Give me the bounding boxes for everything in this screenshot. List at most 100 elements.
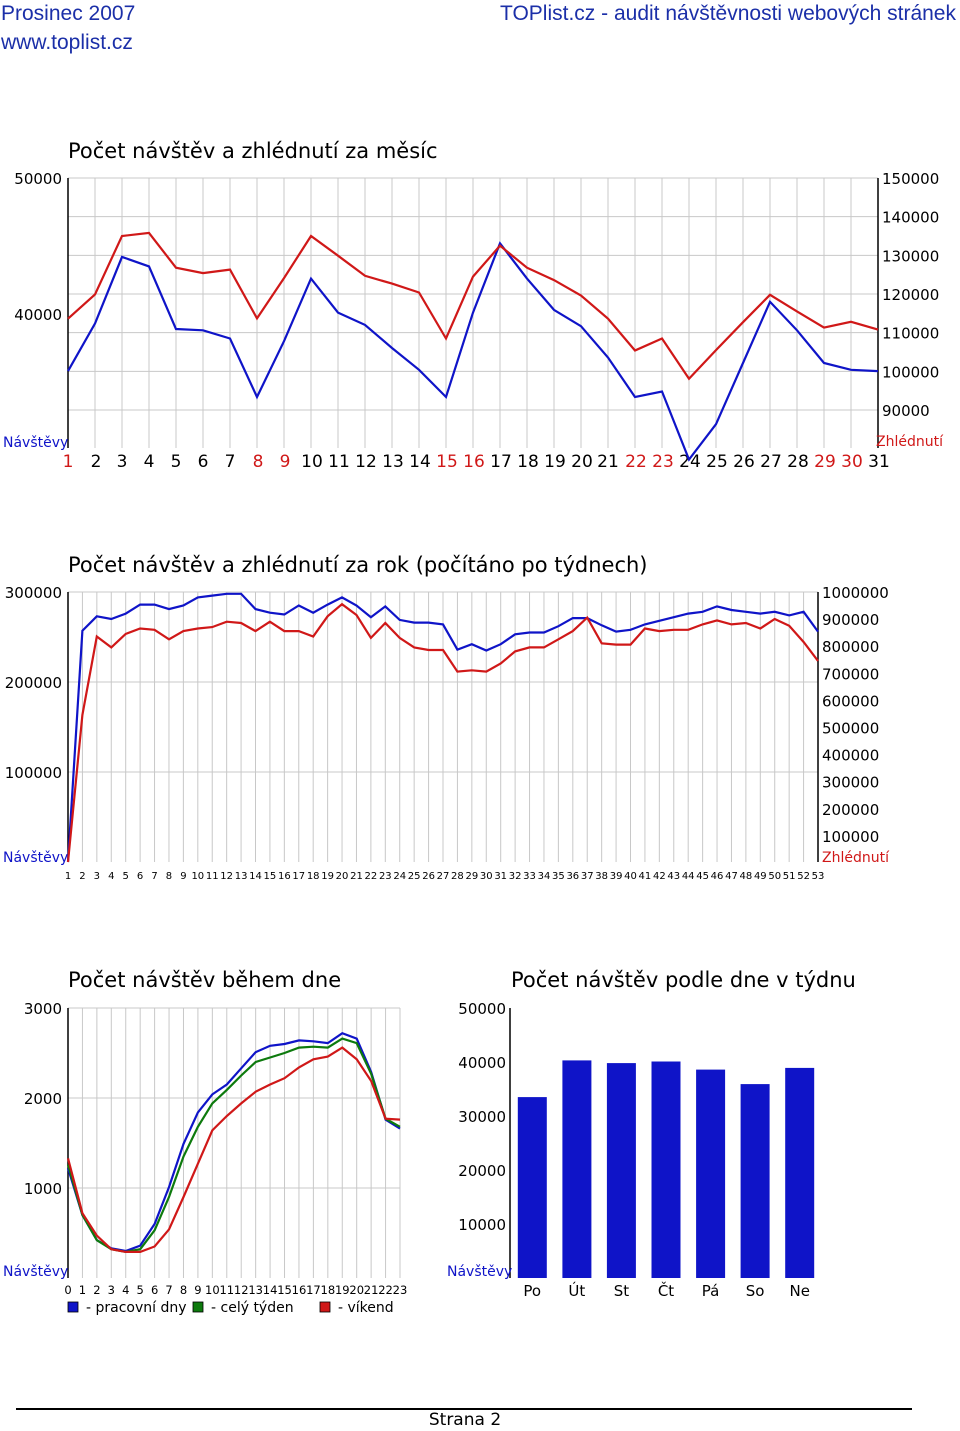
x-tick-label: 5 [137,1283,144,1297]
x-tick-label: 38 [595,871,608,882]
x-tick-label: 41 [639,871,652,882]
x-tick-label: 42 [653,871,666,882]
x-tick-label: 48 [740,871,753,882]
y-left-tick-label: 100000 [5,764,62,782]
x-tick-label: 26 [422,871,435,882]
x-tick-label: 3 [117,452,128,472]
x-tick-label: Čt [658,1281,674,1300]
x-tick-label: 6 [151,1283,158,1297]
x-tick-label: 13 [382,452,404,472]
y-right-tick-label: 90000 [882,402,930,420]
x-tick-label: 22 [625,452,647,472]
footer-divider [16,1408,912,1410]
x-tick-label: 29 [465,871,478,882]
x-tick-label: 53 [812,871,825,882]
y-right-tick-label: 700000 [822,665,879,683]
y-right-tick-label: 100000 [822,828,879,846]
x-tick-label: 47 [725,871,738,882]
x-tick-label: 45 [696,871,709,882]
x-tick-label: 2 [91,452,102,472]
x-tick-label: 13 [235,871,248,882]
x-tick-label: 20 [336,871,349,882]
x-tick-label: 9 [194,1283,201,1297]
x-tick-label: 7 [225,452,236,472]
x-tick-label: 10 [205,1283,220,1297]
x-tick-label: 36 [566,871,579,882]
x-tick-label: 51 [783,871,796,882]
x-tick-label: 11 [328,452,350,472]
x-tick-label: 19 [321,871,334,882]
y-tick-label: 50000 [458,1000,506,1018]
x-tick-label: 27 [760,452,782,472]
x-tick-label: 50 [768,871,781,882]
x-tick-label: 16 [463,452,485,472]
x-tick-label: 39 [610,871,623,882]
x-tick-label: 17 [306,1283,321,1297]
y-right-tick-label: 100000 [882,363,939,381]
x-tick-label: 23 [393,1283,408,1297]
x-tick-label: 8 [166,871,172,882]
x-tick-label: 43 [667,871,680,882]
x-tick-label: 18 [321,1283,336,1297]
y-left-label: Návštěvy [3,850,68,866]
y-right-tick-label: 120000 [882,286,939,304]
y-left-tick-label: 40000 [14,306,62,324]
x-tick-label: 4 [108,871,114,882]
x-tick-label: 8 [180,1283,187,1297]
x-tick-label: Út [568,1281,585,1300]
series-line-visits [67,241,879,462]
x-tick-label: 12 [355,452,377,472]
bar [785,1067,815,1278]
x-tick-label: 37 [581,871,594,882]
x-tick-label: 32 [509,871,522,882]
y-right-tick-label: 200000 [822,801,879,819]
x-tick-label: 7 [151,871,157,882]
x-tick-label: 25 [706,452,728,472]
chart-title-monthly: Počet návštěv a zhlédnutí za měsíc [68,139,438,163]
y-right-tick-label: 140000 [882,209,939,227]
y-label: Návštěvy [3,1264,68,1280]
y-tick-label: 40000 [458,1054,506,1072]
bar [740,1084,770,1278]
legend-swatch [319,1301,331,1313]
y-right-label: Zhlédnutí [822,850,890,866]
bar [696,1069,726,1278]
y-right-tick-label: 600000 [822,692,879,710]
x-tick-label: 18 [307,871,320,882]
x-tick-label: 20 [349,1283,364,1297]
legend-swatch [67,1301,79,1313]
header-date: Prosinec 2007 [1,2,136,25]
series-line [66,1031,401,1253]
x-tick-label: 2 [93,1283,100,1297]
y-right-tick-label: 150000 [882,170,939,188]
x-tick-label: Ne [789,1282,809,1300]
y-right-tick-label: 500000 [822,720,879,738]
x-tick-label: 5 [123,871,129,882]
x-tick-label: 8 [253,452,264,472]
series-line [66,1037,401,1254]
x-tick-label: 44 [682,871,695,882]
legend-label: - celý týden [211,1300,294,1316]
x-tick-label: 21 [597,452,619,472]
series-line-views [66,602,819,863]
x-tick-label: 27 [437,871,450,882]
x-tick-label: 1 [63,452,74,472]
y-left-tick-label: 50000 [14,170,62,188]
x-tick-label: 0 [64,1283,71,1297]
series-line [66,1046,401,1254]
x-tick-label: 14 [409,452,431,472]
x-tick-label: 4 [144,452,155,472]
x-tick-label: 1 [65,871,71,882]
x-tick-label: 52 [797,871,810,882]
legend-label: - víkend [338,1300,394,1316]
x-tick-label: 18 [517,452,539,472]
x-tick-label: 26 [733,452,755,472]
x-tick-label: 10 [301,452,323,472]
x-tick-label: 31 [868,452,890,472]
x-tick-label: 30 [480,871,493,882]
y-tick-label: 1000 [24,1180,62,1198]
y-tick-label: 3000 [24,1000,62,1018]
bar [606,1063,636,1278]
chart-title-yearly: Počet návštěv a zhlédnutí za rok (počítá… [68,553,648,577]
y-tick-label: 2000 [24,1090,62,1108]
